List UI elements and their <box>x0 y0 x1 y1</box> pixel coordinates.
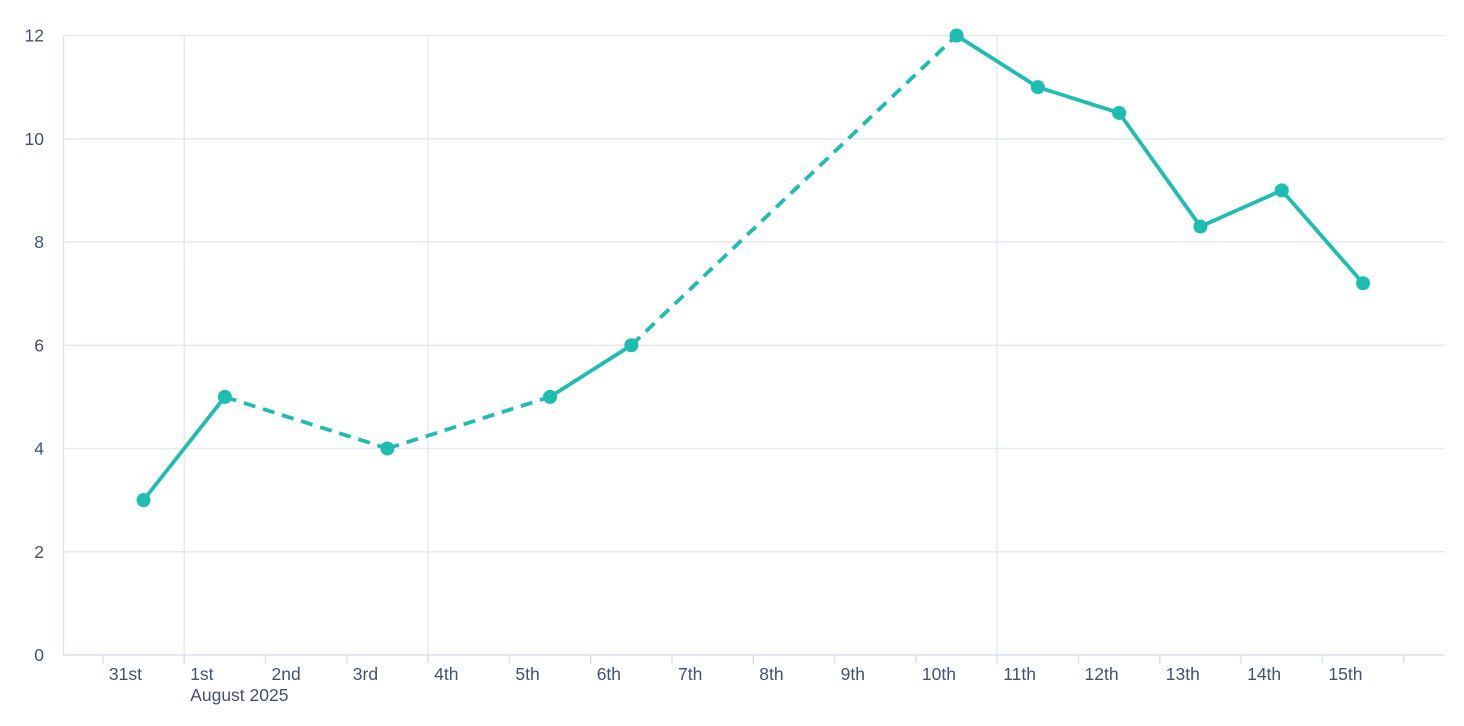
x-tick-label-2nd: 2nd <box>272 664 301 684</box>
series-segment-dashed <box>386 395 551 451</box>
y-axis-labels: 0 2 4 6 8 10 12 <box>25 26 45 666</box>
x-axis-ticks <box>102 655 1405 663</box>
data-point-11th[interactable] <box>1030 80 1045 95</box>
series-segment-solid <box>954 33 1040 90</box>
x-tick-label-14th: 14th <box>1247 664 1281 684</box>
x-tick-label-1st: 1st <box>190 664 213 684</box>
data-point-14th[interactable] <box>1274 183 1289 198</box>
series-segment-solid <box>1198 188 1284 229</box>
y-tick-label: 12 <box>25 26 44 46</box>
y-tick-label: 4 <box>34 439 44 459</box>
data-point-3rd[interactable] <box>380 441 395 456</box>
horizontal-gridlines <box>63 34 1445 656</box>
y-tick-label: 6 <box>34 335 44 355</box>
series-segment-solid <box>141 394 227 503</box>
y-tick-label: 0 <box>34 645 44 665</box>
data-point-1st[interactable] <box>217 389 232 404</box>
x-tick-label-7th: 7th <box>678 664 702 684</box>
data-point-5th[interactable] <box>543 389 558 404</box>
y-tick-label: 8 <box>34 232 44 252</box>
data-point-12th[interactable] <box>1112 105 1127 120</box>
y-tick-label: 10 <box>25 129 45 149</box>
x-tick-label-12th: 12th <box>1085 664 1119 684</box>
data-point-6th[interactable] <box>624 338 639 353</box>
vertical-gridlines <box>183 35 998 655</box>
series-line <box>141 33 1365 503</box>
x-tick-label-31st: 31st <box>109 664 142 684</box>
series-segment-solid <box>1279 188 1365 286</box>
series-segment-solid <box>1117 111 1203 229</box>
x-tick-label-10th: 10th <box>922 664 956 684</box>
x-axis-labels: 31st 1st 2nd 3rd 4th 5th 6th 7th 8th 9th 10th 11th 1… <box>109 664 1363 684</box>
x-axis-period-label: August 2025 <box>190 685 288 705</box>
x-tick-label-4th: 4th <box>434 664 458 684</box>
series-segment-solid <box>548 343 634 399</box>
series-markers <box>136 28 1371 508</box>
x-tick-label-13th: 13th <box>1166 664 1200 684</box>
x-tick-label-8th: 8th <box>759 664 783 684</box>
series-segment-dashed <box>630 34 958 347</box>
y-tick-label: 2 <box>34 542 44 562</box>
series-segment-dashed <box>224 395 389 451</box>
data-point-10th[interactable] <box>949 28 964 43</box>
data-point-15th[interactable] <box>1356 276 1371 291</box>
x-tick-label-3rd: 3rd <box>353 664 378 684</box>
x-tick-label-15th: 15th <box>1328 664 1362 684</box>
data-point-31st[interactable] <box>136 493 151 508</box>
x-tick-label-11th: 11th <box>1003 664 1036 684</box>
x-tick-label-9th: 9th <box>841 664 865 684</box>
x-tick-label-6th: 6th <box>597 664 621 684</box>
x-tick-label-5th: 5th <box>515 664 539 684</box>
series-segment-solid <box>1035 85 1122 115</box>
data-point-13th[interactable] <box>1193 219 1208 234</box>
